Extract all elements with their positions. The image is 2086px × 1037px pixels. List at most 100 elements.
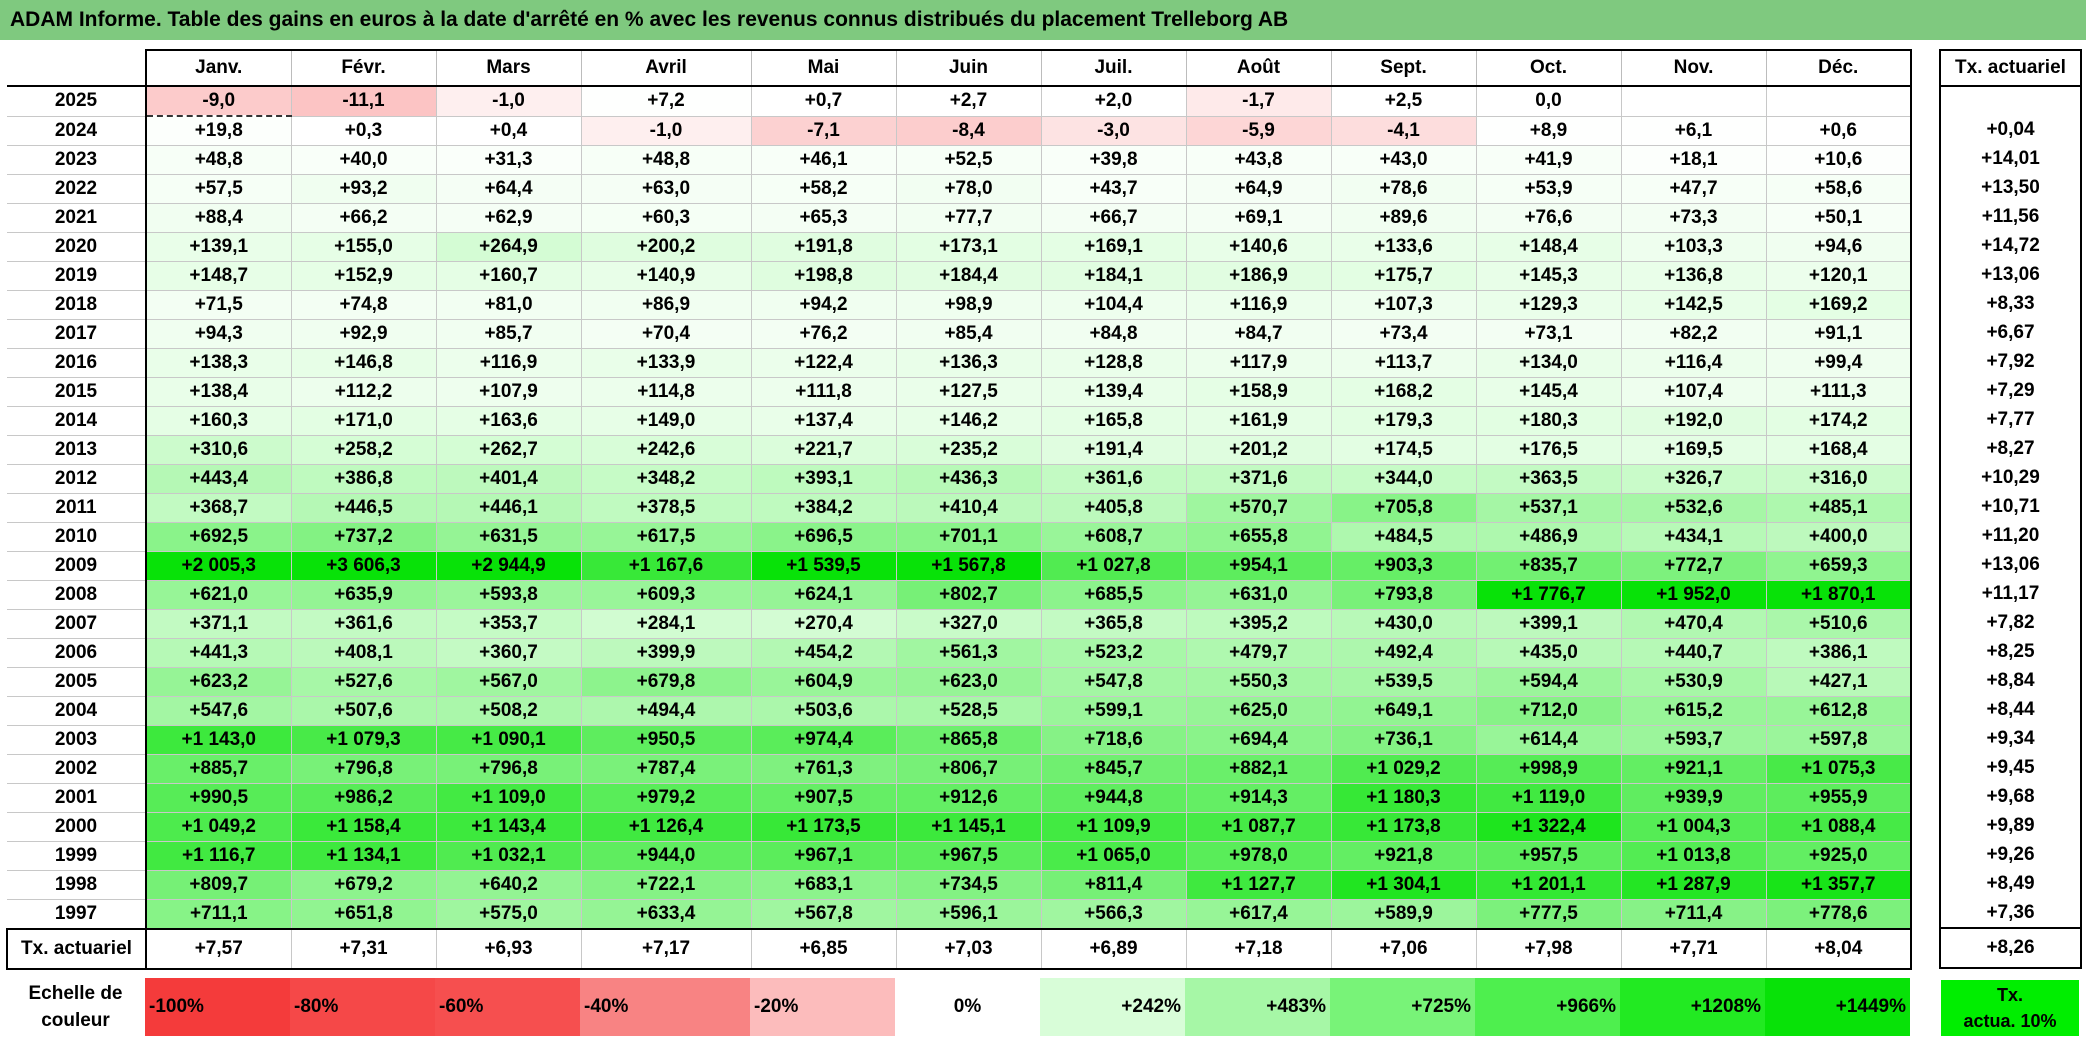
scale-swatch: +1208%: [1620, 978, 1765, 1036]
month-header-2: Févr.: [291, 49, 437, 87]
gain-cell: +1 952,0: [1621, 580, 1767, 610]
gain-cell: +85,7: [436, 319, 582, 349]
gain-cell: +160,7: [436, 261, 582, 291]
year-label: 2025: [7, 86, 147, 117]
gain-cell: +925,0: [1766, 841, 1912, 871]
gain-cell: +679,8: [581, 667, 752, 697]
gain-cell: +701,1: [896, 522, 1042, 552]
month-header-4: Avril: [581, 49, 752, 87]
gain-cell: +446,5: [291, 493, 437, 523]
gain-cell: +974,4: [751, 725, 897, 755]
gain-cell: +882,1: [1186, 754, 1332, 784]
gain-cell: +262,7: [436, 435, 582, 465]
gain-cell: +761,3: [751, 754, 897, 784]
gain-cell: +944,8: [1041, 783, 1187, 813]
gain-cell: +200,2: [581, 232, 752, 262]
gain-cell: +146,2: [896, 406, 1042, 436]
year-label: 1997: [7, 899, 147, 930]
gain-cell: +651,8: [291, 899, 437, 930]
gain-cell: +978,0: [1186, 841, 1332, 871]
gain-cell: +659,3: [1766, 551, 1912, 581]
rate-column-header: Tx. actuariel: [1939, 49, 2082, 87]
gain-cell: +405,8: [1041, 493, 1187, 523]
gain-cell: +0,6: [1766, 116, 1912, 146]
gain-cell: +169,1: [1041, 232, 1187, 262]
rate-footer-row: Tx. actuariel +7,57 +7,31 +6,93 +7,17 +6,85 +7…: [6, 928, 1912, 970]
gain-cell: +57,5: [146, 174, 292, 204]
month-rate-cell: +8,04: [1766, 928, 1912, 970]
report-title: ADAM Informe. Table des gains en euros à…: [0, 0, 2086, 40]
year-label: 2007: [7, 609, 147, 639]
gain-cell: +486,9: [1476, 522, 1622, 552]
gain-cell: +46,1: [751, 145, 897, 175]
year-rate-cell: +11,17: [1939, 579, 2082, 609]
gain-cell: +508,2: [436, 696, 582, 726]
gain-cell: +2 005,3: [146, 551, 292, 581]
gain-cell: +169,2: [1766, 290, 1912, 320]
gain-cell: +48,8: [581, 145, 752, 175]
overall-rate-cell: +8,26: [1939, 927, 2082, 969]
gain-cell: +74,8: [291, 290, 437, 320]
year-rate-cell: +10,71: [1939, 492, 2082, 522]
gain-cell: +386,8: [291, 464, 437, 494]
gain-cell: +609,3: [581, 580, 752, 610]
gain-cell: +284,1: [581, 609, 752, 639]
rate-legend-swatch: Tx. actua. 10%: [1941, 980, 2079, 1036]
gain-cell: -3,0: [1041, 116, 1187, 146]
gain-cell: +796,8: [291, 754, 437, 784]
gain-cell: -1,0: [436, 86, 582, 117]
gain-cell: +1 180,3: [1331, 783, 1477, 813]
gain-cell: +384,2: [751, 493, 897, 523]
gain-cell: +40,0: [291, 145, 437, 175]
month-header-11: Nov.: [1621, 49, 1767, 87]
gain-cell: +66,2: [291, 203, 437, 233]
gain-cell: +539,5: [1331, 667, 1477, 697]
year-label: 1999: [7, 841, 147, 871]
gain-cell: +111,3: [1766, 377, 1912, 407]
year-rate-cell: +14,01: [1939, 144, 2082, 174]
gain-cell: -1,7: [1186, 86, 1332, 117]
year-label: 2015: [7, 377, 147, 407]
year-label: 2004: [7, 696, 147, 726]
year-row: 2025 -9,0 -11,1 -1,0 +7,2 +0,7 +2,7 +2,0 -1,7 +2,…: [7, 86, 1912, 117]
gain-cell: +494,4: [581, 696, 752, 726]
gain-cell: +787,4: [581, 754, 752, 784]
gain-cell: +567,8: [751, 899, 897, 930]
gain-cell: +737,2: [291, 522, 437, 552]
gain-cell: +575,0: [436, 899, 582, 930]
gain-cell: +796,8: [436, 754, 582, 784]
gain-cell: +140,9: [581, 261, 752, 291]
gain-cell: +1 143,4: [436, 812, 582, 842]
gain-cell: +479,7: [1186, 638, 1332, 668]
month-header-5: Mai: [751, 49, 897, 87]
year-rate-cell: +7,29: [1939, 376, 2082, 406]
gain-cell: +175,7: [1331, 261, 1477, 291]
gain-cell: +161,9: [1186, 406, 1332, 436]
gain-cell: +631,0: [1186, 580, 1332, 610]
gain-cell: +360,7: [436, 638, 582, 668]
year-label: 2020: [7, 232, 147, 262]
gain-cell: +163,6: [436, 406, 582, 436]
gain-cell: +371,6: [1186, 464, 1332, 494]
gain-cell: [1621, 86, 1767, 117]
year-row: 2006 +441,3 +408,1 +360,7 +399,9 +454,2 +561,3…: [7, 638, 1912, 668]
gain-cell: -1,0: [581, 116, 752, 146]
gain-cell: +2,7: [896, 86, 1042, 117]
gain-cell: +258,2: [291, 435, 437, 465]
year-rate-cell: [1939, 86, 2082, 116]
year-row: 2018 +71,5 +74,8 +81,0 +86,9 +94,2 +98,9 +104,4…: [7, 290, 1912, 320]
year-label: 2010: [7, 522, 147, 552]
year-rate-cell: +8,33: [1939, 289, 2082, 319]
gain-cell: +633,4: [581, 899, 752, 930]
gain-cell: +1 357,7: [1766, 870, 1912, 900]
gain-cell: +76,6: [1476, 203, 1622, 233]
gain-cell: +174,2: [1766, 406, 1912, 436]
year-label: 2005: [7, 667, 147, 697]
gain-cell: +440,7: [1621, 638, 1767, 668]
gain-cell: +955,9: [1766, 783, 1912, 813]
gain-cell: +772,7: [1621, 551, 1767, 581]
year-rate-cell: +8,44: [1939, 695, 2082, 725]
year-label: 2023: [7, 145, 147, 175]
gain-cell: +711,1: [146, 899, 292, 930]
scale-swatch: -80%: [290, 978, 435, 1036]
